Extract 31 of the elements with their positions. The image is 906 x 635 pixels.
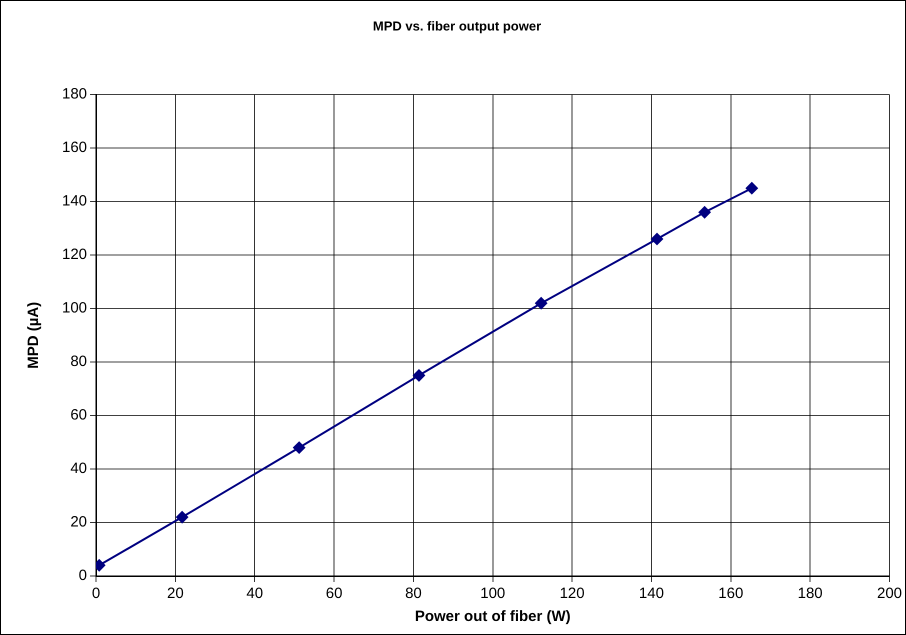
x-tick-label: 80: [405, 585, 422, 602]
y-tick-label: 100: [62, 300, 88, 317]
x-tick-label: 60: [326, 585, 342, 602]
point: [293, 442, 306, 454]
x-tick-label: 160: [718, 585, 744, 602]
y-tick-label: 0: [78, 567, 88, 584]
y-axis-title: MPD (µA): [25, 302, 42, 369]
y-tick-label: 180: [62, 86, 88, 103]
x-tick-label: 40: [246, 585, 264, 602]
x-tick-label: 100: [480, 585, 506, 602]
x-axis-title: Power out of fiber (W): [414, 608, 571, 626]
x-tick-label: 180: [798, 585, 823, 602]
x-tick-label: 20: [167, 585, 184, 602]
y-tick-label: 80: [70, 353, 88, 370]
y-tick-label: 140: [62, 192, 88, 210]
y-tick-label: 160: [62, 139, 88, 156]
y-tick-label: 40: [70, 460, 88, 478]
point: [176, 511, 188, 524]
point: [698, 206, 711, 218]
y-tick-label: 120: [62, 246, 88, 264]
chart-title: MPD vs. fiber output power: [372, 18, 542, 34]
point: [412, 369, 425, 382]
point: [651, 233, 664, 246]
point: [746, 182, 758, 194]
x-tick-label: 140: [638, 585, 664, 602]
x-tick-label: 0: [92, 585, 100, 602]
x-tick-label: 120: [560, 585, 585, 602]
y-tick-label: 20: [70, 514, 88, 531]
x-tick-label: 200: [876, 585, 902, 602]
y-tick-label: 60: [70, 406, 88, 424]
point: [535, 297, 548, 310]
